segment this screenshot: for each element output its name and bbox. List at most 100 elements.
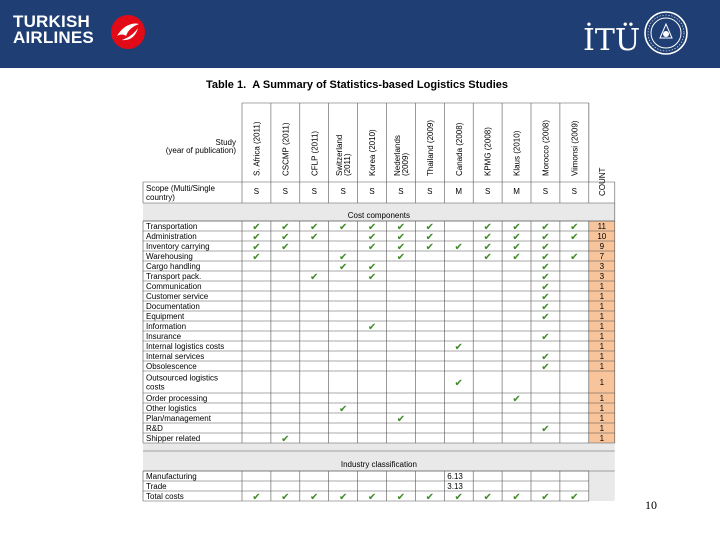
checkmark-icon: ✔	[397, 222, 405, 233]
checkmark-icon: ✔	[512, 492, 520, 503]
checkmark-icon: ✔	[368, 492, 376, 503]
checkmark-icon: ✔	[310, 492, 318, 503]
checkmark-icon: ✔	[252, 222, 260, 233]
table-label: Table 1.	[206, 79, 247, 91]
checkmark-icon: ✔	[368, 262, 376, 273]
count-value: 9	[600, 242, 605, 251]
count-value: 3	[600, 262, 605, 271]
count-value: 1	[600, 352, 605, 361]
count-value: 1	[600, 292, 605, 301]
count-value: 1	[600, 332, 605, 341]
scope-value: S	[312, 187, 317, 196]
count-value: 1	[600, 362, 605, 371]
checkmark-icon: ✔	[368, 232, 376, 243]
airline-name-line1: TURKISH	[13, 12, 90, 31]
checkmark-icon: ✔	[281, 434, 289, 445]
checkmark-icon: ✔	[541, 352, 549, 363]
study-name: Thailand (2009)	[426, 120, 435, 176]
count-value: 1	[600, 282, 605, 291]
checkmark-icon: ✔	[310, 222, 318, 233]
checkmark-icon: ✔	[541, 332, 549, 343]
checkmark-icon: ✔	[541, 232, 549, 243]
cost-row-label: Internal logistics costs	[146, 342, 224, 351]
checkmark-icon: ✔	[252, 242, 260, 253]
count-value: 1	[600, 404, 605, 413]
checkmark-icon: ✔	[339, 492, 347, 503]
checkmark-icon: ✔	[426, 492, 434, 503]
itu-seal-icon	[644, 11, 688, 55]
scope-value: S	[485, 187, 490, 196]
scope-value: S	[369, 187, 374, 196]
industry-section-band	[143, 443, 615, 471]
scope-label: country)	[146, 193, 175, 202]
count-column-fill	[588, 221, 615, 443]
checkmark-icon: ✔	[541, 424, 549, 435]
count-value: 1	[600, 394, 605, 403]
cost-row-label: Plan/management	[146, 414, 212, 423]
page-number: 10	[645, 498, 657, 512]
cost-row-label: Transportation	[146, 222, 197, 231]
cost-section-band	[143, 203, 615, 221]
checkmark-icon: ✔	[455, 342, 463, 353]
cost-row-label: Inventory carrying	[146, 242, 210, 251]
industry-classification-heading: Industry classification	[341, 460, 417, 469]
checkmark-icon: ✔	[541, 222, 549, 233]
turkish-airlines-logo: TURKISH AIRLINES	[13, 12, 94, 47]
count-value: 1	[600, 424, 605, 433]
checkmark-icon: ✔	[397, 232, 405, 243]
checkmark-icon: ✔	[512, 222, 520, 233]
checkmark-icon: ✔	[541, 362, 549, 373]
industry-value: 6.13	[447, 472, 463, 481]
count-value: 1	[600, 342, 605, 351]
checkmark-icon: ✔	[426, 222, 434, 233]
checkmark-icon: ✔	[483, 252, 491, 263]
study-name: CSCMP (2011)	[281, 122, 290, 176]
scope-value: M	[455, 187, 462, 196]
checkmark-icon: ✔	[281, 232, 289, 243]
checkmark-icon: ✔	[512, 232, 520, 243]
checkmark-icon: ✔	[541, 272, 549, 283]
cost-row-label: costs	[146, 383, 165, 392]
count-value: 11	[598, 222, 607, 231]
cost-row-label: Equipment	[146, 312, 185, 321]
table-title-text: A Summary of Statistics-based Logistics …	[252, 79, 508, 91]
cost-row-label: Warehousing	[146, 252, 193, 261]
checkmark-icon: ✔	[252, 252, 260, 263]
cost-row-label: Outsourced logistics	[146, 374, 218, 383]
cost-row-label: Communication	[146, 282, 202, 291]
study-name: (2011)	[343, 153, 352, 176]
checkmark-icon: ✔	[310, 232, 318, 243]
checkmark-icon: ✔	[339, 262, 347, 273]
scope-value: S	[427, 187, 432, 196]
airline-name-line2: AIRLINES	[13, 28, 94, 47]
count-value: 1	[600, 302, 605, 311]
scope-value: M	[513, 187, 520, 196]
checkmark-icon: ✔	[483, 232, 491, 243]
table-title: Table 1. A Summary of Statistics-based L…	[206, 79, 508, 91]
checkmark-icon: ✔	[512, 252, 520, 263]
study-name: CFLP (2011)	[310, 131, 319, 176]
scope-value: S	[398, 187, 403, 196]
checkmark-icon: ✔	[570, 492, 578, 503]
count-value: 3	[600, 272, 605, 281]
checkmark-icon: ✔	[252, 232, 260, 243]
checkmark-icon: ✔	[281, 492, 289, 503]
checkmark-icon: ✔	[339, 252, 347, 263]
checkmark-icon: ✔	[397, 242, 405, 253]
checkmark-icon: ✔	[541, 282, 549, 293]
scope-value: S	[254, 187, 259, 196]
cost-row-label: Shipper related	[146, 434, 200, 443]
study-header-label: Study	[216, 138, 236, 147]
checkmark-icon: ✔	[397, 414, 405, 425]
checkmark-icon: ✔	[483, 492, 491, 503]
cost-row-label: Other logistics	[146, 404, 197, 413]
checkmark-icon: ✔	[339, 222, 347, 233]
checkmark-icon: ✔	[252, 492, 260, 503]
checkmark-icon: ✔	[541, 492, 549, 503]
count-value: 7	[600, 252, 605, 261]
cost-components-heading: Cost components	[348, 211, 410, 220]
scope-label: Scope (Multi/Single	[146, 184, 215, 193]
checkmark-icon: ✔	[512, 394, 520, 405]
study-name: Klaus (2010)	[513, 130, 522, 176]
